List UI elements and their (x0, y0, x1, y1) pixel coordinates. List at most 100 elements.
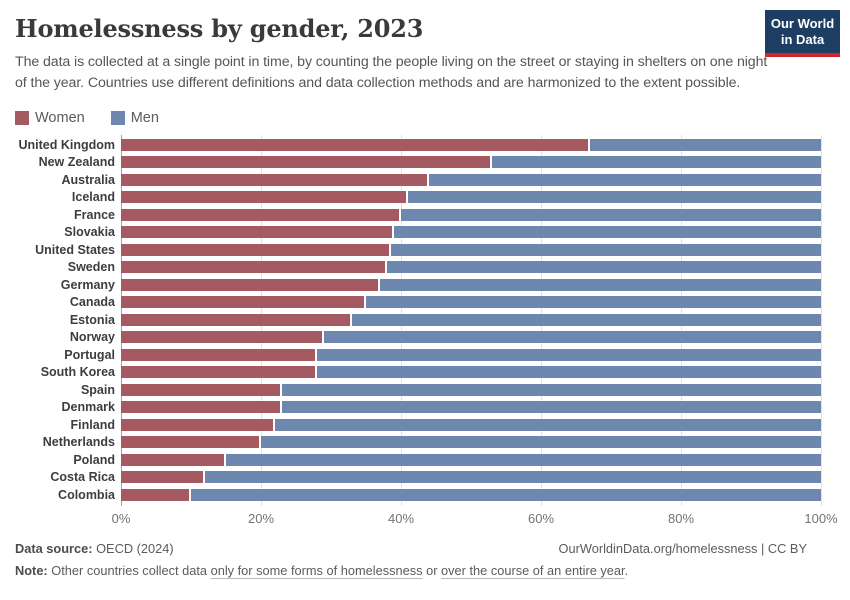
women-bar-segment[interactable] (121, 296, 366, 309)
footer-note: Note: Other countries collect data only … (15, 563, 807, 578)
note-link-forms[interactable]: only for some forms of homelessness (210, 562, 423, 578)
country-label: Poland (73, 452, 115, 467)
women-bar-segment[interactable] (121, 418, 275, 431)
women-bar-segment[interactable] (121, 156, 492, 169)
men-bar-segment[interactable] (401, 208, 821, 221)
men-bar-segment[interactable] (352, 313, 821, 326)
men-bar-segment[interactable] (366, 296, 821, 309)
women-swatch (15, 111, 29, 126)
chart-row (121, 171, 821, 189)
bar-track (121, 156, 821, 169)
women-bar-segment[interactable] (121, 226, 394, 239)
note-link-year[interactable]: over the course of an entire year (441, 562, 625, 578)
women-bar-segment[interactable] (121, 488, 191, 501)
men-swatch (110, 111, 125, 126)
bar-track (121, 313, 821, 326)
country-label: Sweden (67, 260, 115, 275)
women-bar-segment[interactable] (121, 173, 429, 186)
men-bar-segment[interactable] (226, 453, 821, 466)
bar-track (121, 488, 821, 501)
country-label: Netherlands (42, 435, 115, 450)
owid-logo-stripe (765, 52, 840, 57)
women-bar-segment[interactable] (121, 208, 401, 221)
men-bar-segment[interactable] (191, 488, 821, 501)
note-mid: or (422, 562, 442, 578)
country-label: France (74, 207, 115, 222)
country-label: United Kingdom (18, 137, 115, 152)
men-bar-segment[interactable] (492, 156, 821, 169)
country-labels: United Kingdom New Zealand Australia Icelan… (15, 136, 121, 504)
men-bar-segment[interactable] (275, 418, 821, 431)
bar-track (121, 191, 821, 204)
country-label: Spain (80, 382, 115, 397)
chart-row (121, 224, 821, 242)
chart-row (121, 329, 821, 347)
men-bar-segment[interactable] (317, 348, 821, 361)
women-bar-segment[interactable] (121, 313, 352, 326)
women-bar-segment[interactable] (121, 191, 408, 204)
country-label: New Zealand (38, 155, 115, 170)
country-label: Iceland (71, 190, 115, 205)
men-bar-segment[interactable] (205, 471, 821, 484)
women-bar-segment[interactable] (121, 366, 317, 379)
bar-track (121, 453, 821, 466)
chart-rows (121, 136, 821, 504)
men-bar-segment[interactable] (380, 278, 821, 291)
data-source-label: Data source: (15, 540, 93, 556)
country-label: Costa Rica (50, 470, 115, 485)
chart-row (121, 136, 821, 154)
chart-row (121, 276, 821, 294)
bar-track (121, 471, 821, 484)
x-tick-label: 0% (111, 510, 131, 526)
legend-item-women[interactable]: Women (15, 110, 85, 126)
bar-track (121, 436, 821, 449)
women-bar-segment[interactable] (121, 348, 317, 361)
chart-row (121, 364, 821, 382)
bar-track (121, 243, 821, 256)
men-bar-segment[interactable] (282, 401, 821, 414)
women-bar-segment[interactable] (121, 436, 261, 449)
men-bar-segment[interactable] (282, 383, 821, 396)
men-bar-segment[interactable] (408, 191, 821, 204)
country-label: Estonia (69, 312, 115, 327)
chart-row (121, 189, 821, 207)
women-bar-segment[interactable] (121, 278, 380, 291)
women-bar-segment[interactable] (121, 471, 205, 484)
men-bar-segment[interactable] (390, 243, 821, 256)
legend-item-men[interactable]: Men (110, 110, 159, 126)
men-bar-segment[interactable] (590, 138, 821, 151)
bar-track (121, 173, 821, 186)
x-tick-label: 60% (527, 510, 555, 526)
men-bar-segment[interactable] (261, 436, 821, 449)
women-bar-segment[interactable] (121, 138, 590, 151)
women-bar-segment[interactable] (121, 261, 387, 274)
men-bar-segment[interactable] (317, 366, 821, 379)
country-label: Portugal (64, 347, 115, 362)
x-tick-label: 40% (387, 510, 415, 526)
women-bar-segment[interactable] (121, 453, 226, 466)
women-bar-segment[interactable] (121, 401, 282, 414)
bar-track (121, 348, 821, 361)
gridline (821, 135, 822, 507)
x-axis: 0% 20% 40% 60% 80% 100% (112, 504, 838, 528)
footer: Data source: OECD (2024) OurWorldinData.… (15, 541, 821, 578)
women-bar-segment[interactable] (121, 383, 282, 396)
bar-track (121, 366, 821, 379)
owid-logo[interactable]: Our World in Data (765, 10, 840, 57)
men-bar-segment[interactable] (324, 331, 821, 344)
bar-track (121, 138, 821, 151)
country-label: South Korea (40, 365, 115, 380)
men-bar-segment[interactable] (387, 261, 821, 274)
chart-row (121, 416, 821, 434)
men-bar-segment[interactable] (394, 226, 821, 239)
data-source: Data source: OECD (2024) (15, 541, 174, 556)
women-bar-segment[interactable] (121, 243, 391, 256)
chart-row (121, 241, 821, 259)
data-source-value: OECD (2024) (92, 540, 174, 556)
men-bar-segment[interactable] (429, 173, 821, 186)
women-bar-segment[interactable] (121, 331, 324, 344)
chart-row (121, 451, 821, 469)
attribution-link[interactable]: OurWorldinData.org/homelessness | CC BY (558, 540, 807, 556)
page-title: Homelessness by gender, 2023 (15, 14, 424, 43)
chart-row (121, 259, 821, 277)
